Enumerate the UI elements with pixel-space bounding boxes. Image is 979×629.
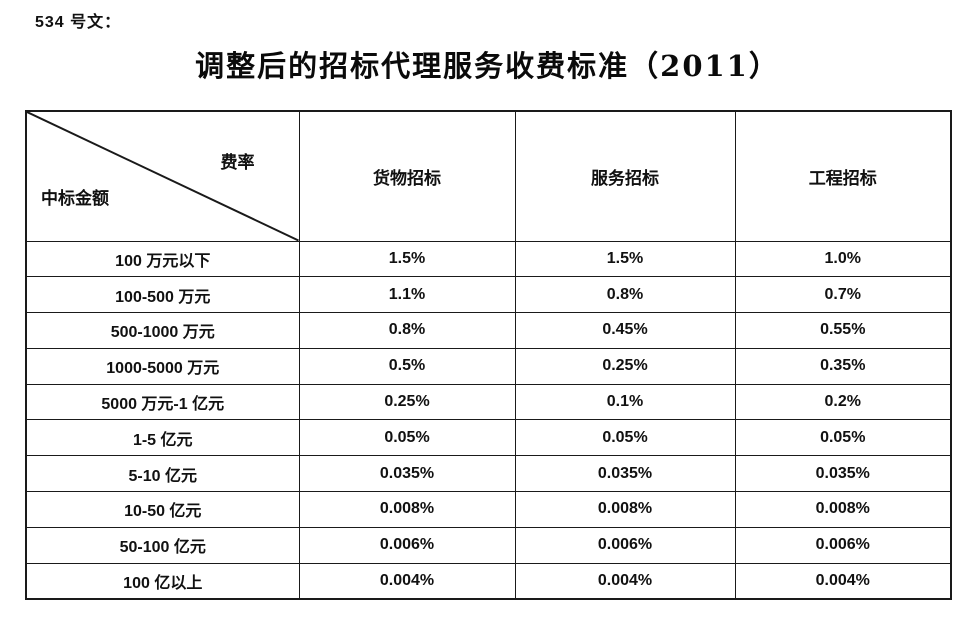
fee-cell: 0.004% [734, 562, 952, 600]
row-label: 1-5 亿元 [25, 419, 300, 457]
fee-cell: 0.004% [514, 562, 736, 600]
fee-cell: 0.55% [734, 312, 952, 349]
fee-cell: 0.035% [734, 455, 952, 493]
table-row: 100 万元以下 1.5% 1.5% 1.0% [25, 240, 952, 278]
fee-cell: 0.006% [514, 526, 736, 564]
row-label: 50-100 亿元 [25, 526, 300, 564]
row-label: 1000-5000 万元 [25, 347, 300, 385]
fee-cell: 0.45% [514, 312, 736, 349]
fee-cell: 0.2% [734, 383, 952, 421]
diagonal-divider-line [27, 112, 299, 241]
fee-cell: 0.008% [298, 491, 516, 528]
doc-number-label: 534 号文： [35, 14, 122, 31]
page-title: 调整后的招标代理服务收费标准（2011） [195, 49, 780, 83]
fee-cell: 0.8% [298, 312, 516, 349]
fee-cell: 0.5% [298, 347, 516, 385]
fee-rate-table: 费率 中标金额 货物招标 服务招标 工程招标 100 万元以下 1.5% 1.5… [25, 110, 952, 600]
column-header-service-bidding: 服务招标 [514, 110, 736, 242]
fee-cell: 0.05% [298, 419, 516, 457]
table-row: 500-1000 万元 0.8% 0.45% 0.55% [25, 312, 952, 349]
table-row: 100-500 万元 1.1% 0.8% 0.7% [25, 276, 952, 314]
fee-cell: 1.1% [298, 276, 516, 314]
fee-cell: 0.006% [734, 526, 952, 564]
fee-cell: 0.004% [298, 562, 516, 600]
corner-header-cell: 费率 中标金额 [25, 110, 300, 242]
fee-cell: 0.008% [514, 491, 736, 528]
table-row: 10-50 亿元 0.008% 0.008% 0.008% [25, 491, 952, 528]
table-row: 1-5 亿元 0.05% 0.05% 0.05% [25, 419, 952, 457]
row-label: 5-10 亿元 [25, 455, 300, 493]
row-label: 100 亿以上 [25, 562, 300, 600]
table-row: 50-100 亿元 0.006% 0.006% 0.006% [25, 526, 952, 564]
row-label: 500-1000 万元 [25, 312, 300, 349]
fee-cell: 0.25% [298, 383, 516, 421]
table-row: 100 亿以上 0.004% 0.004% 0.004% [25, 562, 952, 600]
fee-cell: 0.35% [734, 347, 952, 385]
table-row: 5-10 亿元 0.035% 0.035% 0.035% [25, 455, 952, 493]
fee-cell: 0.1% [514, 383, 736, 421]
fee-cell: 0.035% [298, 455, 516, 493]
corner-label-bid-amount: 中标金额 [41, 188, 109, 208]
fee-cell: 0.035% [514, 455, 736, 493]
table-row: 5000 万元-1 亿元 0.25% 0.1% 0.2% [25, 383, 952, 421]
corner-label-fee-rate: 费率 [220, 153, 255, 172]
fee-cell: 1.0% [734, 240, 952, 278]
column-header-goods-bidding: 货物招标 [298, 110, 516, 242]
row-label: 100 万元以下 [25, 240, 300, 278]
fee-cell: 0.006% [298, 526, 516, 564]
fee-cell: 1.5% [514, 240, 736, 278]
fee-cell: 0.25% [514, 347, 736, 385]
table-row: 1000-5000 万元 0.5% 0.25% 0.35% [25, 347, 952, 385]
table-header-row: 费率 中标金额 货物招标 服务招标 工程招标 [25, 110, 952, 242]
fee-cell: 0.8% [514, 276, 736, 314]
row-label: 5000 万元-1 亿元 [25, 383, 300, 421]
fee-cell: 1.5% [298, 240, 516, 278]
fee-cell: 0.7% [734, 276, 952, 314]
row-label: 100-500 万元 [25, 276, 300, 314]
fee-cell: 0.008% [734, 491, 952, 528]
fee-cell: 0.05% [514, 419, 736, 457]
column-header-engineering-bidding: 工程招标 [734, 110, 952, 242]
fee-cell: 0.05% [734, 419, 952, 457]
row-label: 10-50 亿元 [25, 491, 300, 528]
